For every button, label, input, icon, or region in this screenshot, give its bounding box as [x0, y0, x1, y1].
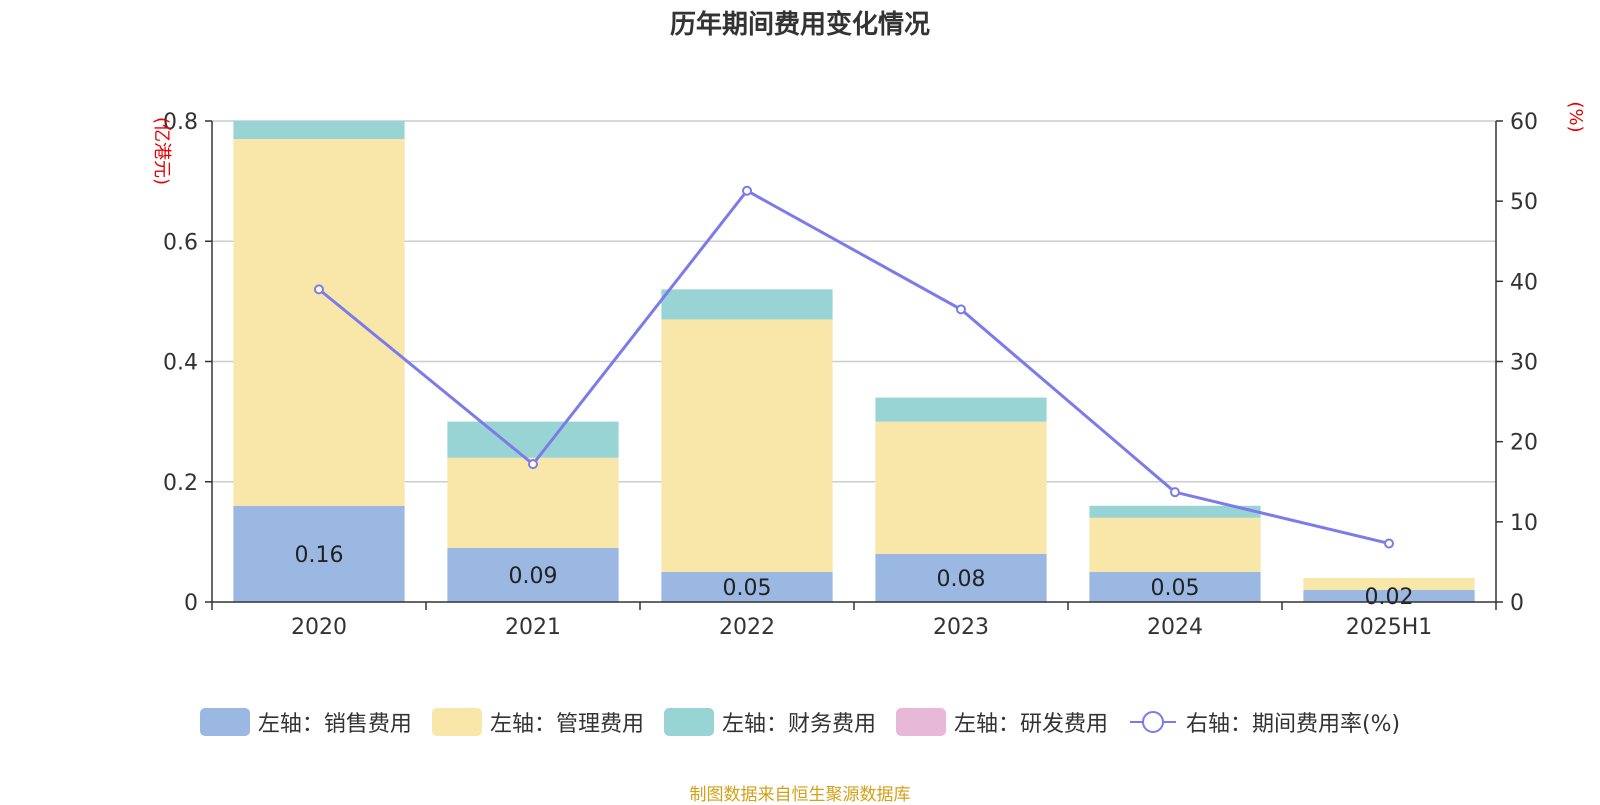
rate-point [1384, 538, 1394, 549]
legend-swatch [431, 708, 482, 736]
bar-segment [233, 121, 405, 140]
bar-value-label: 0.02 [1365, 585, 1414, 610]
legend-item[interactable]: 左轴：销售费用 [199, 706, 412, 738]
x-tick-label: 2023 [933, 615, 989, 640]
bar-segment [233, 139, 405, 506]
bar-segment [447, 547, 619, 602]
right-tick-label: 60 [1510, 110, 1538, 135]
bar-value-label: 0.09 [509, 564, 558, 589]
legend-swatch [199, 708, 250, 736]
chart-svg: 0 0.2 0.4 0.6 0.8 0 10 20 30 40 50 60 (亿港元) (%) 0.16 0.… [151, 101, 1586, 640]
bar-value-label: 0.08 [937, 567, 986, 592]
left-tick-label: 0 [184, 591, 198, 616]
left-tick-label: 0.8 [163, 110, 198, 135]
legend-item[interactable]: 左轴：财务费用 [663, 706, 876, 738]
rate-point [742, 185, 752, 196]
right-tick-label: 0 [1510, 591, 1524, 616]
bar-value-label: 0.05 [1151, 576, 1200, 601]
rate-point [1170, 487, 1180, 498]
x-tick-label: 2022 [719, 615, 775, 640]
rate-point [528, 459, 538, 470]
legend-label: 左轴：财务费用 [721, 712, 876, 737]
right-axis-unit: (%) [1565, 101, 1586, 132]
bar-segment [1089, 505, 1261, 518]
right-tick-label: 50 [1510, 190, 1538, 215]
left-tick-label: 0.4 [163, 351, 198, 376]
x-tick-label: 2025H1 [1346, 615, 1433, 640]
bar-segment [875, 553, 1047, 602]
legend-line-swatch [1129, 711, 1176, 733]
bar-segment [875, 421, 1047, 554]
right-tick-label: 40 [1510, 270, 1538, 295]
right-tick-label: 20 [1510, 431, 1538, 456]
bar-value-label: 0.05 [723, 576, 772, 601]
bar-segment [661, 319, 833, 572]
bar-segment [233, 505, 405, 602]
legend-item[interactable]: 右轴：期间费用率(%) [1128, 706, 1400, 738]
right-tick-label: 10 [1510, 511, 1538, 536]
legend-label: 左轴：研发费用 [953, 712, 1108, 737]
bar-value-label: 0.16 [295, 543, 344, 568]
bar-segment [661, 289, 833, 320]
rate-line [318, 188, 1390, 545]
x-tick-label: 2024 [1147, 615, 1203, 640]
legend-swatch [895, 708, 946, 736]
source-note: 制图数据来自恒生聚源数据库 [689, 785, 911, 805]
rate-point [314, 284, 324, 295]
legend-swatch [663, 708, 714, 736]
chart-title: 历年期间费用变化情况 [669, 10, 930, 40]
legend-item[interactable]: 左轴：研发费用 [895, 706, 1108, 738]
legend-label: 左轴：销售费用 [257, 712, 412, 737]
legend: 左轴：销售费用 左轴：管理费用 左轴：财务费用 左轴：研发费用 右轴：期间费用率(%) [0, 706, 1600, 738]
rate-point [956, 304, 966, 315]
x-tick-label: 2020 [291, 615, 347, 640]
bar-segment [447, 421, 619, 458]
x-tick-label: 2021 [505, 615, 561, 640]
bar-segment [1089, 571, 1261, 602]
left-tick-label: 0.2 [163, 471, 198, 496]
legend-label: 左轴：管理费用 [489, 712, 644, 737]
bar-segment [1303, 577, 1475, 590]
bar-segment [1303, 589, 1475, 602]
bar-segment [1089, 517, 1261, 572]
bar-segment [875, 397, 1047, 422]
left-tick-label: 0.6 [163, 230, 198, 255]
bar-segment [661, 571, 833, 602]
right-tick-label: 30 [1510, 351, 1538, 376]
legend-label: 右轴：期间费用率(%) [1185, 712, 1401, 737]
bar-segment [447, 457, 619, 548]
legend-item[interactable]: 左轴：管理费用 [431, 706, 644, 738]
left-axis-unit: (亿港元) [151, 117, 172, 185]
